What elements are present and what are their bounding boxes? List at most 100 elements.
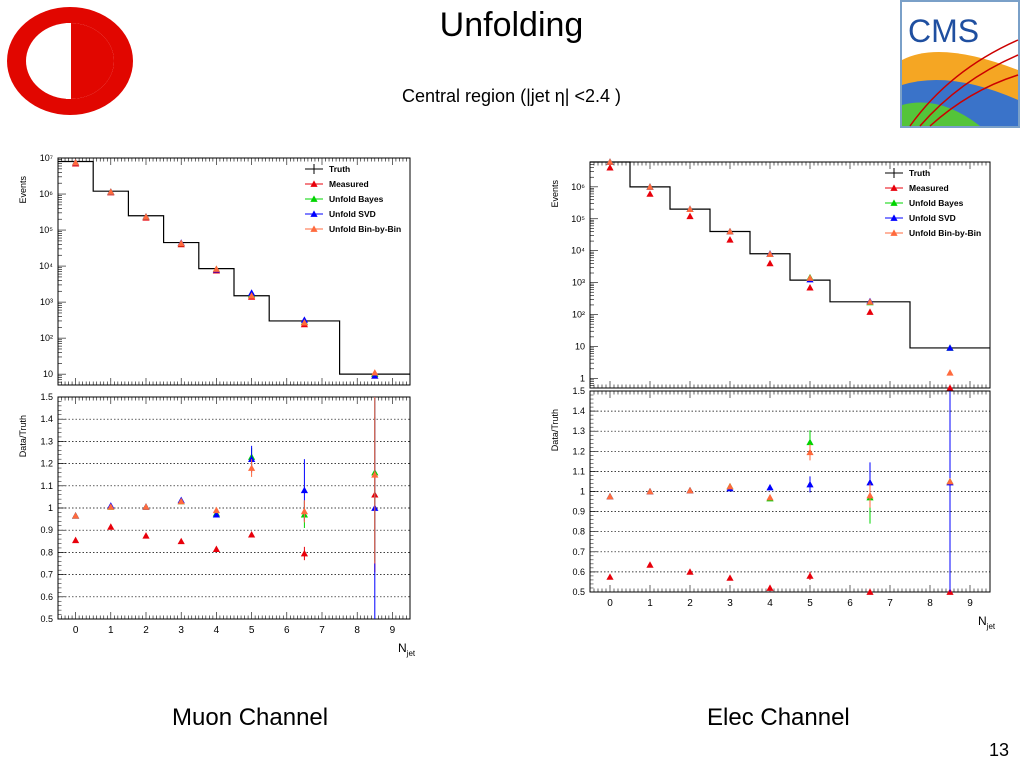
elec-ratio-point-unfold-bin-by-bin xyxy=(646,487,654,495)
elec-top-point-unfold-bin-by-bin xyxy=(606,158,614,165)
muon-ratio-point-measured xyxy=(248,531,256,538)
elec-top-y-tick-label: 10² xyxy=(572,310,585,320)
elec-ratio-point-unfold-bin-by-bin xyxy=(606,492,614,500)
muon-top-y-tick-label: 10² xyxy=(40,333,53,343)
elec-top-point-measured xyxy=(766,259,774,267)
muon-top-legend-marker xyxy=(310,195,318,202)
elec-ratio-x-tick-label: 2 xyxy=(687,598,693,609)
muon-ratio-x-tick-label: 9 xyxy=(390,625,396,636)
muon-ratio-point-measured xyxy=(72,536,80,544)
muon-ratio-x-tick-label: 1 xyxy=(108,625,114,636)
muon-ratio-ylabel: Data/Truth xyxy=(18,415,28,457)
elec-ratio-y-tick-label: 0.5 xyxy=(572,587,585,597)
muon-ratio-point-unfold-bin-by-bin xyxy=(248,464,256,471)
muon-top-legend-label: Unfold SVD xyxy=(329,209,376,219)
muon-top-point-unfold-bin-by-bin xyxy=(177,239,185,247)
muon-ratio-x-tick-label: 6 xyxy=(284,625,290,636)
elec-ratio-point-measured xyxy=(866,588,874,595)
muon-top-point-unfold-bin-by-bin xyxy=(212,265,220,272)
muon-ratio-y-tick-label: 0.9 xyxy=(40,525,53,535)
muon-ratio-x-tick-label: 3 xyxy=(178,625,184,636)
muon-ratio-x-tick-label: 8 xyxy=(354,625,360,636)
elec-top-point-measured xyxy=(646,190,654,197)
elec-top-point-unfold-bin-by-bin xyxy=(806,274,814,281)
elec-ratio-x-tick-label: 8 xyxy=(927,598,933,609)
muon-top-point-unfold-bin-by-bin xyxy=(142,213,150,220)
elec-ratio-y-tick-label: 0.7 xyxy=(572,547,585,557)
elec-top-legend-label: Unfold SVD xyxy=(909,213,956,223)
elec-ratio-point-measured xyxy=(766,584,774,591)
muon-ratio-point-unfold-bin-by-bin xyxy=(142,503,150,510)
muon-ratio-y-tick-label: 0.8 xyxy=(40,547,53,557)
muon-ratio-x-tick-label: 7 xyxy=(319,625,325,636)
muon-ratio-y-tick-label: 1.3 xyxy=(40,436,53,446)
elec-top-legend-label: Measured xyxy=(909,183,949,193)
muon-top-legend-marker xyxy=(310,210,318,217)
elec-ratio-x-tick-label: 5 xyxy=(807,598,813,609)
elec-top-legend-label: Truth xyxy=(909,168,930,178)
muon-ratio-point-measured xyxy=(142,532,150,539)
muon-ratio-point-unfold-bin-by-bin xyxy=(300,507,308,515)
elec-ratio-point-unfold-bin-by-bin xyxy=(766,493,774,501)
muon-ratio-point-measured xyxy=(300,549,308,557)
elec-ratio-y-tick-label: 0.8 xyxy=(572,527,585,537)
muon-ratio-y-tick-label: 1.4 xyxy=(40,414,53,424)
elec-ratio-point-measured xyxy=(686,568,694,575)
elec-ratio-point-unfold-svd xyxy=(806,480,814,488)
elec-ratio-point-unfold-bin-by-bin xyxy=(866,491,874,499)
elec-ratio-ylabel: Data/Truth xyxy=(550,409,560,451)
elec-ratio-y-tick-label: 0.9 xyxy=(572,507,585,517)
muon-top-y-tick-label: 10³ xyxy=(40,297,53,307)
elec-top-legend-marker xyxy=(890,184,898,191)
elec-top-point-measured xyxy=(606,164,614,171)
muon-top-y-tick-label: 10⁴ xyxy=(39,261,53,271)
elec-top-legend-marker xyxy=(890,199,898,206)
muon-ratio-x-tick-label: 2 xyxy=(143,625,149,636)
muon-ratio-point-measured xyxy=(212,545,220,552)
elec-ratio-x-tick-label: 0 xyxy=(607,598,613,609)
caption-muon-channel: Muon Channel xyxy=(172,704,329,731)
elec-ratio-point-unfold-svd xyxy=(866,478,874,486)
elec-top-point-unfold-bin-by-bin xyxy=(686,205,694,213)
elec-ratio-xlabel: Njet xyxy=(978,614,996,631)
muon-top-y-tick-label: 10 xyxy=(43,369,53,379)
elec-ratio-y-tick-label: 1.1 xyxy=(572,466,585,476)
muon-ratio-xlabel: Njet xyxy=(398,641,416,658)
elec-top-point-measured xyxy=(866,308,874,315)
elec-ratio-x-tick-label: 6 xyxy=(847,598,853,609)
muon-top-legend-label: Unfold Bayes xyxy=(329,194,384,204)
elec-top-point-unfold-svd xyxy=(946,344,954,351)
muon-ratio-xlabel-sub: jet xyxy=(406,649,416,658)
muon-top-point-unfold-bin-by-bin xyxy=(300,318,308,326)
elec-top-point-unfold-bin-by-bin xyxy=(866,298,874,305)
elec-ratio-point-measured xyxy=(806,572,814,579)
muon-top-y-tick-label: 10⁵ xyxy=(39,225,53,235)
muon-top-legend-marker xyxy=(310,225,318,232)
muon-top-point-unfold-bin-by-bin xyxy=(107,188,115,195)
muon-ratio-point-unfold-bin-by-bin xyxy=(72,512,80,519)
elec-top-y-tick-label: 10 xyxy=(575,341,585,351)
elec-ratio-point-unfold-bin-by-bin xyxy=(946,477,954,485)
muon-ratio-point-unfold-svd xyxy=(248,455,256,463)
page-number: 13 xyxy=(988,740,1009,760)
muon-top-point-unfold-bin-by-bin xyxy=(248,292,256,299)
elec-top-legend-label: Unfold Bin-by-Bin xyxy=(909,228,981,238)
cms-logo-text: CMS xyxy=(908,13,979,49)
elec-ratio-y-tick-label: 1.5 xyxy=(572,386,585,396)
muon-ratio-y-tick-label: 1.5 xyxy=(40,392,53,402)
muon-ratio-y-tick-label: 0.7 xyxy=(40,570,53,580)
muon-top-point-unfold-bin-by-bin xyxy=(72,158,80,166)
elec-top-point-measured xyxy=(726,236,734,243)
elec-top-ylabel: Events xyxy=(550,180,560,208)
muon-ratio-x-tick-label: 5 xyxy=(249,625,255,636)
elec-ratio-y-tick-label: 1 xyxy=(580,487,585,497)
elec-ratio-x-tick-label: 4 xyxy=(767,598,773,609)
elec-ratio-point-measured xyxy=(606,573,614,580)
muon-top-ylabel: Events xyxy=(18,176,28,204)
elec-top-y-tick-label: 10⁶ xyxy=(571,182,585,192)
elec-ratio-x-tick-label: 7 xyxy=(887,598,893,609)
muon-ratio-point-unfold-bin-by-bin xyxy=(107,503,115,510)
muon-ratio-y-tick-label: 1 xyxy=(48,503,53,513)
muon-ratio-point-unfold-svd xyxy=(212,511,220,518)
